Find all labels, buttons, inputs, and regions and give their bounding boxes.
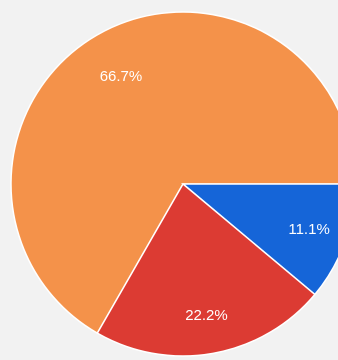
pie-slice-0 [10, 11, 338, 335]
pie-slice-label-1: 11.1% [288, 221, 329, 238]
pie-slice-1 [180, 183, 338, 296]
pie-slice-2 [96, 182, 316, 357]
pie-slice-label-2: 22.2% [185, 307, 228, 324]
pie-slice-label-0: 66.7% [100, 68, 143, 85]
